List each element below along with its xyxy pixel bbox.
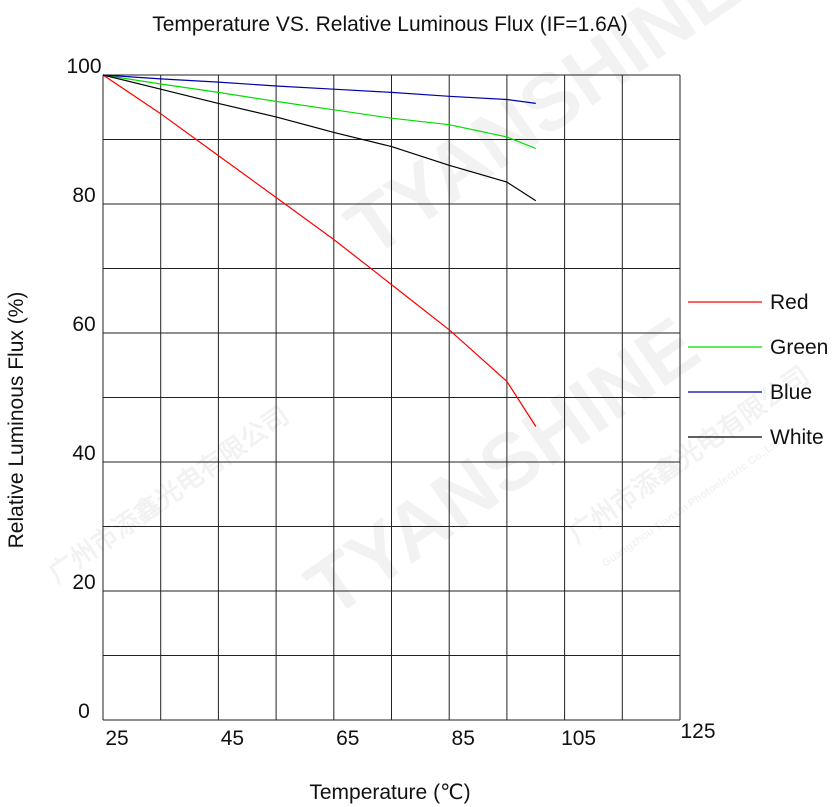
series-line-green [102,74,537,150]
y-tick-label: 60 [72,313,95,336]
legend-label-blue: Blue [770,381,812,404]
legend-label-green: Green [770,336,828,359]
series-line-blue [102,74,536,104]
axis-ticks: 25 45 65 85 105 125 0 20 40 60 80 100 [66,55,715,750]
chart-title: Temperature VS. Relative Luminous Flux (… [152,13,628,36]
x-tick-label: 45 [221,727,244,750]
y-tick-label: 100 [66,55,101,78]
x-tick-label: 105 [561,727,596,750]
series-line-white [102,74,537,202]
series-line-red [102,74,537,427]
x-tick-label: 125 [680,720,715,743]
x-tick-label: 65 [336,727,359,750]
legend-label-white: White [770,426,824,449]
y-tick-label: 40 [72,442,95,465]
plot-grid [102,74,681,721]
legend: Red Green Blue White [688,291,828,449]
y-tick-label: 20 [72,571,95,594]
y-axis-label: Relative Luminous Flux (%) [5,292,28,549]
series-lines [102,74,537,427]
y-tick-label: 80 [72,184,95,207]
x-tick-label: 25 [105,727,128,750]
legend-label-red: Red [770,291,809,314]
x-axis-label: Temperature (℃) [309,781,470,804]
y-tick-label: 0 [78,700,90,723]
x-tick-label: 85 [452,727,475,750]
